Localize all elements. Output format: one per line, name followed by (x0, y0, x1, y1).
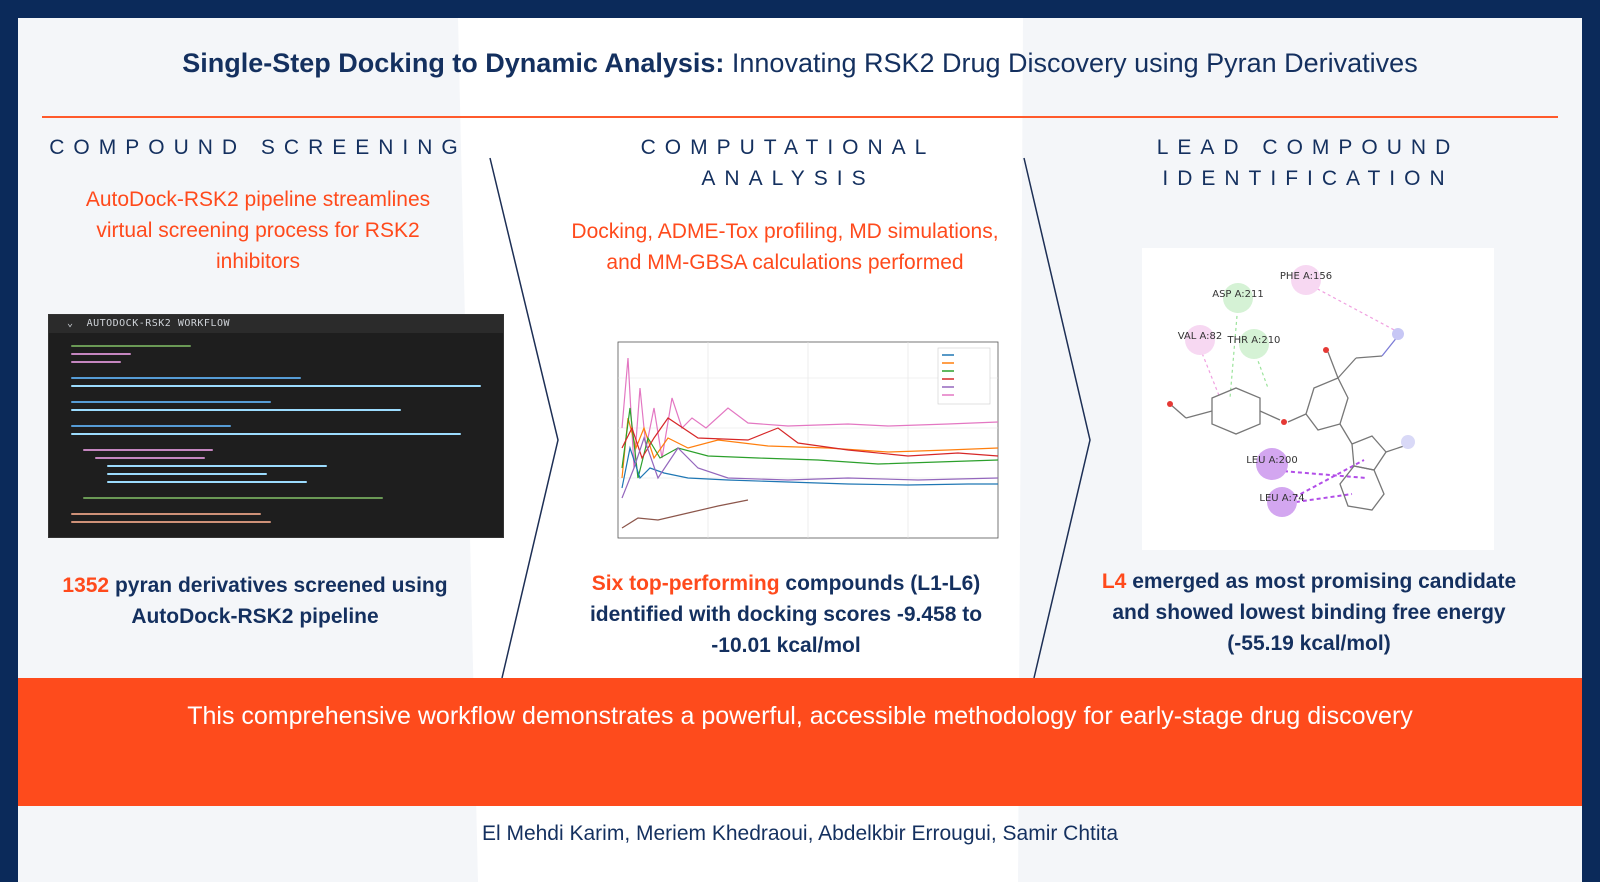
poster-card: Single-Step Docking to Dynamic Analysis:… (18, 18, 1582, 882)
screening-result-text: pyran derivatives screened using AutoDoc… (109, 574, 448, 628)
conclusion-banner (18, 678, 1582, 806)
residue-thr-marker (1239, 329, 1269, 359)
authors: El Mehdi Karim, Meriem Khedraoui, Abdelk… (481, 822, 1119, 845)
column-heading: LEAD COMPOUND IDENTIFICATION (1156, 136, 1460, 190)
page-title: Single-Step Docking to Dynamic Analysis:… (18, 48, 1582, 79)
conclusion-text: This comprehensive workflow demonstrates… (187, 702, 1413, 730)
column-compound-screening: COMPOUND SCREENING (38, 132, 478, 163)
screening-description: AutoDock-RSK2 pipeline streamlines virtu… (85, 188, 431, 273)
code-window-title-text: AUTODOCK-RSK2 WORKFLOW (86, 318, 231, 329)
residue-leu200-marker (1256, 448, 1288, 480)
screening-result: 1352 pyran derivatives screened using Au… (48, 570, 462, 632)
title-bold: Single-Step Docking to Dynamic Analysis: (182, 48, 725, 78)
column-heading: COMPOUND SCREENING (49, 136, 467, 159)
analysis-result: Six top-performing compounds (L1-L6) ide… (566, 568, 1006, 661)
column-description: AutoDock-RSK2 pipeline streamlines virtu… (58, 184, 458, 277)
lead-result-text: emerged as most promising candidate and … (1112, 570, 1517, 655)
column-lead-compound: LEAD COMPOUND IDENTIFICATION (1118, 132, 1498, 194)
residue-asp-marker (1223, 283, 1253, 313)
ligand-interaction-diagram: ASP A:211 PHE A:156 VAL A:82 THR A:210 L… (1142, 248, 1494, 550)
top-performing-label: Six top-performing (591, 572, 780, 595)
residue-label: VAL A:82 (1178, 331, 1223, 342)
code-window: ⌄ AUTODOCK-RSK2 WORKFLOW (48, 314, 504, 538)
column-description: Docking, ADME-Tox profiling, MD simulati… (570, 216, 1000, 278)
column-heading: COMPUTATIONAL ANALYSIS (640, 136, 936, 190)
residue-label: LEU A:74 (1259, 493, 1304, 504)
screening-count: 1352 (62, 574, 110, 597)
title-rest: Innovating RSK2 Drug Discovery using Pyr… (724, 48, 1418, 78)
residue-label: LEU A:200 (1246, 455, 1298, 466)
column-computational-analysis: COMPUTATIONAL ANALYSIS (618, 132, 958, 194)
residue-label: ASP A:211 (1212, 289, 1264, 300)
analysis-description: Docking, ADME-Tox profiling, MD simulati… (571, 220, 999, 274)
residue-phe-marker (1291, 265, 1321, 295)
title-divider (42, 116, 1558, 118)
molecule-svg: ASP A:211 PHE A:156 VAL A:82 THR A:210 L… (1167, 265, 1415, 517)
residue-leu74-marker (1267, 487, 1297, 517)
lead-compound-label: L4 (1101, 570, 1127, 593)
code-lines (71, 339, 481, 529)
analysis-result-text: compounds (L1-L6) identified with dockin… (589, 572, 983, 657)
residue-label: PHE A:156 (1280, 271, 1332, 282)
rmsd-chart (617, 341, 999, 539)
rmsd-chart-thumbnail (588, 328, 1008, 546)
code-window-title: ⌄ AUTODOCK-RSK2 WORKFLOW (49, 315, 503, 333)
residue-val-marker (1185, 325, 1215, 355)
lead-result: L4 emerged as most promising candidate a… (1084, 566, 1534, 659)
residue-label: THR A:210 (1227, 335, 1281, 346)
